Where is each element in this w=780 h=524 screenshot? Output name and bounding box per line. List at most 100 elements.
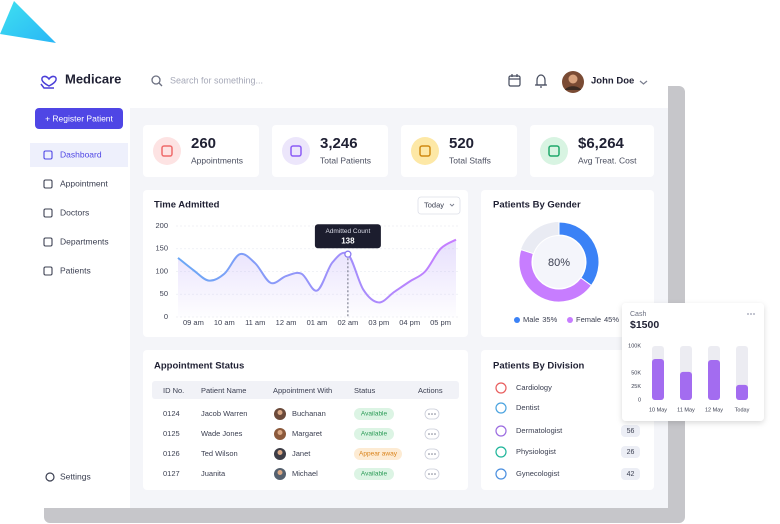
table-cell: Ted Wilson xyxy=(201,449,238,458)
bar xyxy=(652,358,664,400)
division-count: 42 xyxy=(627,471,635,478)
calendar-button[interactable] xyxy=(508,74,521,87)
nav-item: Doctors xyxy=(60,207,89,217)
x-tick-label: 10 am xyxy=(214,318,235,327)
cash-menu[interactable] xyxy=(747,313,755,315)
x-tick-label: 11 May xyxy=(677,407,695,413)
table-cell: 0125 xyxy=(163,429,180,438)
row-action-dot xyxy=(428,433,430,435)
x-tick-label: 04 pm xyxy=(399,318,420,327)
stat-label: Appointments xyxy=(191,155,243,165)
status-pill xyxy=(354,468,394,480)
nav-active-bg xyxy=(30,143,128,167)
donut-center xyxy=(533,236,585,288)
notifications-button[interactable] xyxy=(535,74,547,88)
division-icon xyxy=(495,402,507,414)
legend-label: Female xyxy=(576,315,601,324)
table-header: Appointment With xyxy=(273,386,332,395)
stat-icon xyxy=(548,145,560,157)
legend-swatch xyxy=(514,317,520,323)
line-area xyxy=(178,239,456,317)
search-icon xyxy=(151,75,161,85)
content: + Register Patient Dashboard Appointment Do… xyxy=(30,108,640,482)
row-action-dot xyxy=(434,433,436,435)
status-text: Available xyxy=(361,471,388,478)
nav-icon xyxy=(43,237,53,247)
stat-icon-bg xyxy=(153,137,181,165)
x-tick-label: 09 am xyxy=(183,318,204,327)
tooltip-box xyxy=(314,224,381,249)
nav-item: Patients xyxy=(60,265,91,275)
status-text: Available xyxy=(361,431,388,438)
legend-value: 35% xyxy=(542,315,557,324)
bar xyxy=(680,371,692,400)
stat-card xyxy=(530,125,654,177)
user-avatar xyxy=(568,74,578,84)
table-cell: Buchanan xyxy=(292,409,326,418)
row-action-dot xyxy=(428,473,430,475)
division-name: Dermatologist xyxy=(516,426,563,435)
stat-value: 260 xyxy=(191,135,216,152)
table-header: Status xyxy=(354,386,376,395)
nav-item: Dashboard xyxy=(60,149,102,159)
division-count: 26 xyxy=(627,449,635,456)
settings-icon xyxy=(45,472,55,482)
status-pill xyxy=(354,428,394,440)
nav-icon xyxy=(43,266,53,276)
row-action-dot xyxy=(428,453,430,455)
y-tick-label: 0 xyxy=(638,397,641,403)
cash-title: Cash xyxy=(630,311,646,318)
doctor-avatar xyxy=(277,410,283,415)
row-action-dot xyxy=(428,413,430,415)
division-count-bg xyxy=(621,446,640,458)
row-action-dot xyxy=(431,453,433,455)
stat-value: 3,246 xyxy=(320,135,358,152)
register-patient-button[interactable] xyxy=(35,108,123,129)
table-cell: Janet xyxy=(292,449,311,458)
brand: Medicare xyxy=(65,71,121,86)
search-box[interactable]: Search for something... xyxy=(151,75,263,87)
division-name: Dentist xyxy=(516,403,540,412)
legend-label: Male xyxy=(523,315,539,324)
table-header: Actions xyxy=(418,386,443,395)
stat-label: Total Staffs xyxy=(449,155,491,165)
user-name: John Doe xyxy=(591,76,634,87)
table-cell: 0126 xyxy=(163,449,180,458)
user-menu[interactable]: John Doe xyxy=(562,71,648,93)
filter-dropdown[interactable] xyxy=(417,196,461,215)
stat-value: $6,264 xyxy=(578,135,625,152)
row-action-dot xyxy=(434,453,436,455)
bar xyxy=(736,384,748,400)
row-action-dot xyxy=(431,433,433,435)
donut-center-label: 80% xyxy=(548,257,570,269)
table-cell: 0127 xyxy=(163,469,180,478)
stat-icon-bg xyxy=(282,137,310,165)
y-tick-label: 25K xyxy=(631,384,641,390)
table-header: ID No. xyxy=(163,386,184,395)
division-count-bg xyxy=(621,425,640,437)
status-pill xyxy=(354,448,402,460)
table-cell: Juanita xyxy=(201,469,226,478)
chevron-icon xyxy=(639,80,648,85)
stat-value: 520 xyxy=(449,135,474,152)
table-header-bg xyxy=(152,381,459,399)
card-title: Appointment Status xyxy=(154,361,244,372)
table-cell: Jacob Warren xyxy=(201,409,247,418)
division-name: Physiologist xyxy=(516,447,557,456)
y-tick-label: 100 xyxy=(155,266,168,275)
stat-icon xyxy=(161,145,173,157)
y-tick-label: 150 xyxy=(155,244,168,253)
x-tick-label: 12 am xyxy=(276,318,297,327)
table-cell: Margaret xyxy=(292,429,323,438)
legend-value: 45% xyxy=(604,315,619,324)
legend-entry: Male 35% xyxy=(523,315,558,324)
division-icon xyxy=(495,468,507,480)
search-placeholder: Search for something... xyxy=(170,75,263,85)
status-pill xyxy=(354,408,394,420)
decor-triangle xyxy=(0,1,56,43)
tooltip-point xyxy=(344,250,352,258)
stat-icon xyxy=(290,145,302,157)
stat-label: Avg Treat. Cost xyxy=(578,155,637,165)
table-cell: 0124 xyxy=(163,409,180,418)
doctor-avatar xyxy=(277,470,283,475)
